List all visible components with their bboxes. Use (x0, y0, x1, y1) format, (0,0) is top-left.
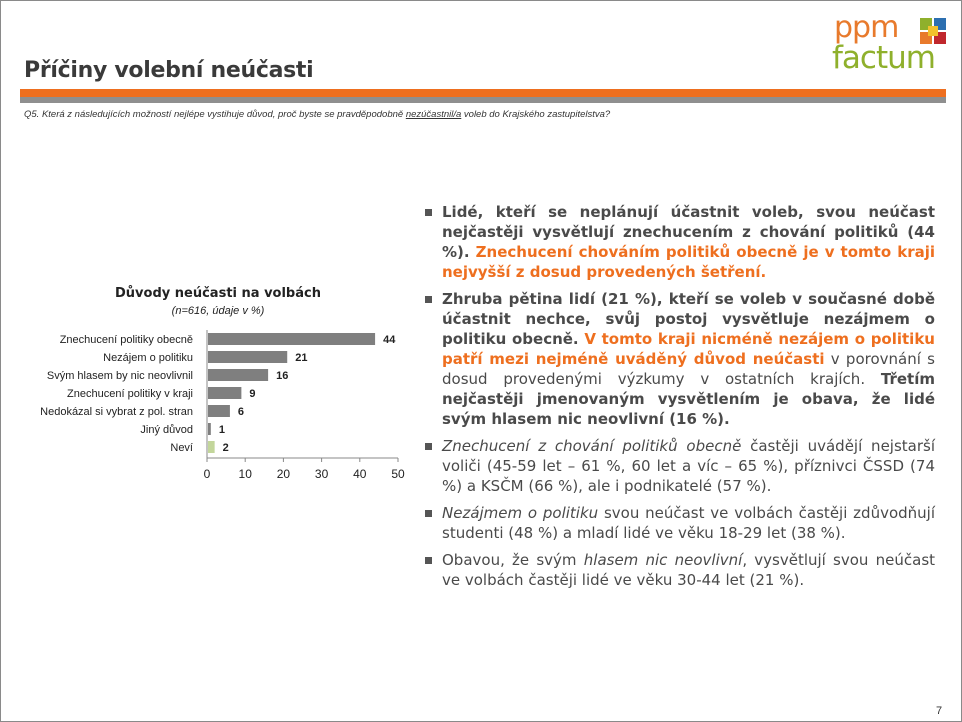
ppm-factum-logo: ppm factum (832, 10, 950, 78)
chart-subtitle: (n=616, údaje v %) (171, 305, 265, 317)
findings-list: Lidé, kteří se neplánují účastnit voleb,… (425, 202, 935, 597)
finding-text: svou neúčast ve volbách častěji zdůvodňu… (442, 504, 935, 542)
finding-text: Obavou, že svým (442, 551, 584, 569)
finding-text: hlasem nic neovlivní (583, 551, 743, 569)
data-label: 44 (383, 334, 396, 346)
bar (208, 351, 288, 363)
finding-text: v porovnání s dosud provedenými výzkumy … (442, 350, 935, 388)
finding-item: Obavou, že svým hlasem nic neovlivní, vy… (425, 550, 935, 590)
data-label: 6 (238, 406, 244, 418)
x-tick-label: 30 (315, 467, 329, 481)
question-underlined: nezúčastnil/a (405, 109, 462, 120)
x-tick-label: 40 (353, 467, 367, 481)
finding-text: Lidé, kteří se neplánují účastnit voleb,… (442, 203, 935, 261)
category-label: Znechucení politiky v kraji (67, 388, 193, 400)
category-label: Jiný důvod (140, 424, 193, 436)
question-suffix: voleb do Krajského zastupitelstva? (461, 109, 611, 120)
survey-question: Q5. Která z následujících možností nejlé… (24, 109, 610, 120)
finding-text: V tomto kraji nicméně nezájem o politiku… (442, 330, 935, 368)
finding-item: Nezájmem o politiku svou neúčast ve volb… (425, 503, 935, 543)
x-tick-label: 0 (204, 467, 211, 481)
data-label: 2 (223, 442, 229, 454)
data-label: 21 (295, 352, 307, 364)
data-label: 9 (249, 388, 255, 400)
x-tick-label: 20 (277, 467, 291, 481)
page-number: 7 (936, 705, 943, 717)
finding-item: Zhruba pětina lidí (21 %), kteří se vole… (425, 289, 935, 429)
x-tick-label: 50 (391, 467, 405, 481)
bar-chart: Znechucení politiky obecně 44 Nezájem o po… (40, 330, 405, 481)
finding-item: Znechucení z chování politiků obecně čas… (425, 436, 935, 496)
logo-text-ppm: ppm (834, 10, 899, 45)
bar (208, 387, 242, 399)
bar (208, 441, 215, 453)
data-label: 16 (276, 370, 288, 382)
header-grey-bar (20, 97, 946, 103)
category-label: Nezájem o politiku (103, 352, 193, 364)
finding-item: Lidé, kteří se neplánují účastnit voleb,… (425, 202, 935, 282)
bar (208, 423, 211, 435)
logo-text-factum: factum (832, 40, 936, 76)
finding-text: Nezájmem o politiku (442, 504, 599, 522)
category-label: Znechucení politiky obecně (60, 334, 193, 346)
data-label: 1 (219, 424, 225, 436)
page-title: Příčiny volební neúčasti (24, 58, 314, 83)
finding-text: Znechucení chováním politiků obecně je v… (442, 243, 935, 281)
category-label: Neví (170, 442, 193, 454)
finding-text: Zhruba pětina lidí (21 %), kteří se vole… (442, 290, 935, 348)
finding-text: , vysvětlují svou neúčast ve volbách čas… (442, 551, 936, 589)
finding-text: Třetím nejčastěji jmenovaným vysvětlením… (442, 370, 935, 428)
category-label: Svým hlasem by nic neovlivnil (47, 370, 193, 382)
bar (208, 405, 230, 417)
x-tick-label: 10 (239, 467, 253, 481)
bar (208, 333, 376, 345)
header-orange-bar (20, 89, 946, 97)
logo-squares-icon (920, 18, 946, 44)
finding-text: častěji uvádějí nejstarší voliči (45-59 … (442, 437, 935, 495)
finding-text: Znechucení z chování politiků obecně (442, 437, 742, 455)
chart-title: Důvody neúčasti na volbách (115, 286, 321, 301)
bar (208, 369, 269, 381)
category-label: Nedokázal si vybrat z pol. stran (40, 406, 193, 418)
question-prefix: Q5. Která z následujících možností nejlé… (24, 109, 406, 120)
